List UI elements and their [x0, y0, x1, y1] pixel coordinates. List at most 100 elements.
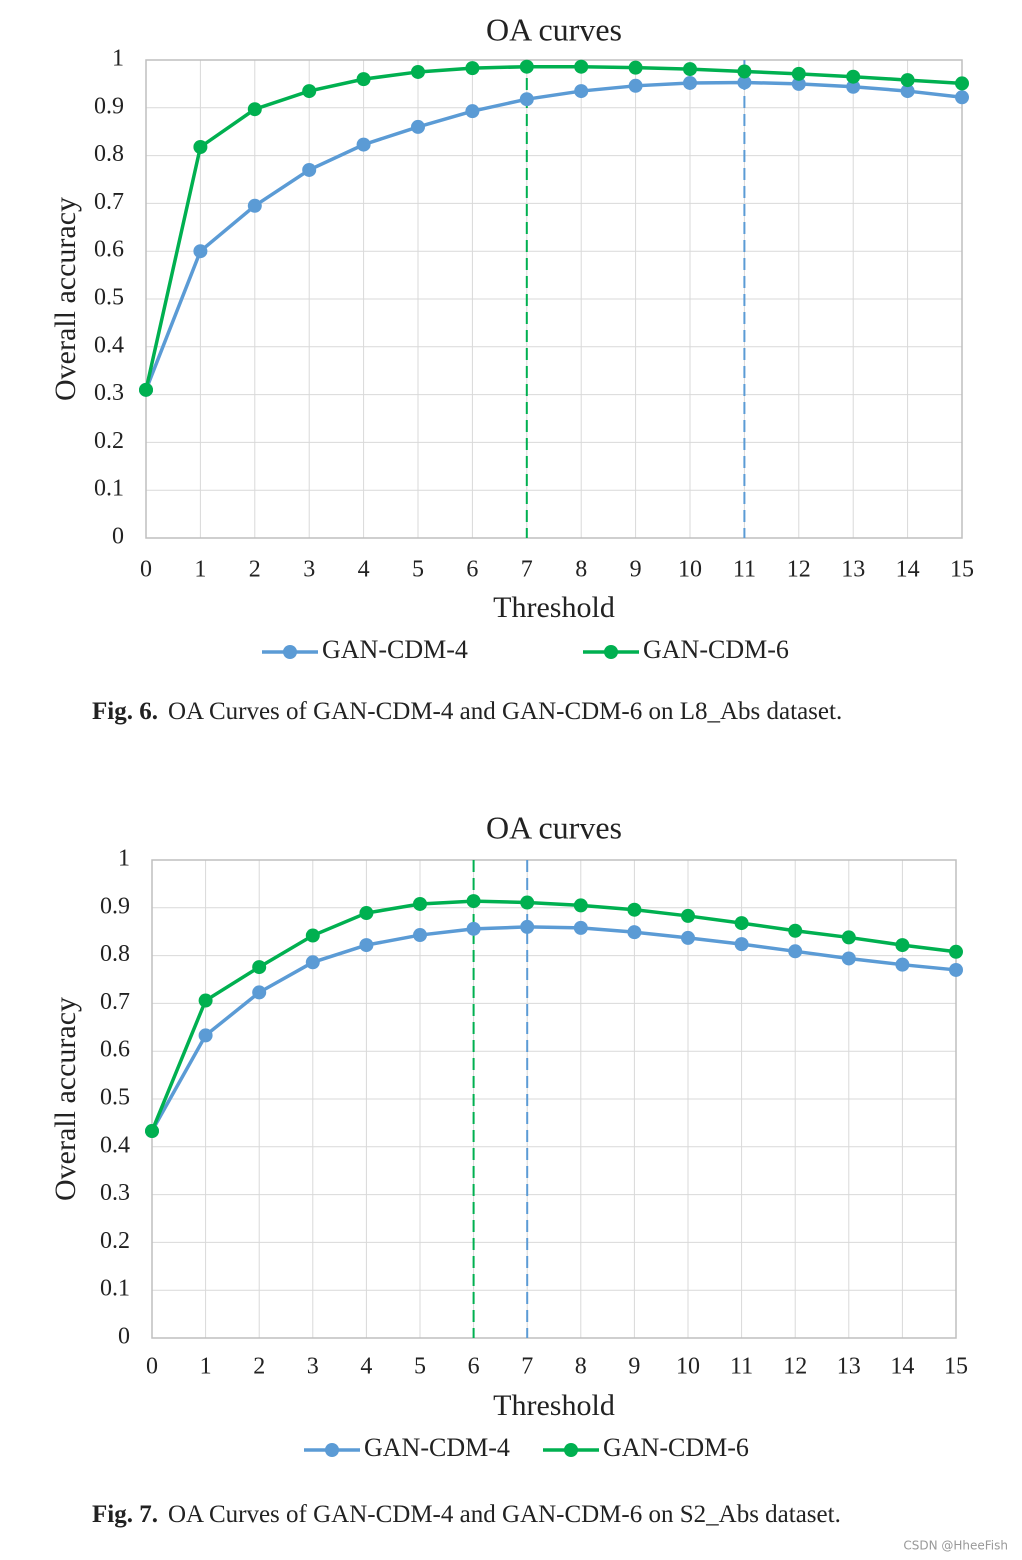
- data-point: [573, 898, 588, 913]
- data-point: [846, 69, 861, 84]
- x-tick-label: 3: [307, 1354, 319, 1380]
- data-point: [683, 62, 697, 77]
- data-point: [247, 198, 262, 213]
- data-point: [465, 104, 480, 119]
- y-tick-label: 0.1: [100, 1276, 130, 1302]
- data-point: [846, 79, 861, 94]
- x-tick-label: 9: [630, 557, 642, 583]
- x-tick-label: 5: [412, 557, 424, 583]
- y-tick-label: 0: [112, 524, 124, 550]
- data-point: [791, 76, 806, 91]
- data-point: [628, 78, 643, 93]
- figure-caption: Fig. 6. OA Curves of GAN-CDM-4 and GAN-CD…: [92, 698, 842, 725]
- figure-caption: Fig. 7. OA Curves of GAN-CDM-4 and GAN-CD…: [92, 1501, 841, 1528]
- data-point: [145, 1124, 159, 1139]
- x-tick-label: 14: [890, 1354, 914, 1380]
- y-tick-label: 0.4: [100, 1132, 130, 1158]
- y-tick-label: 0.5: [94, 285, 124, 311]
- data-point: [520, 919, 535, 934]
- y-tick-label: 0.9: [94, 93, 124, 119]
- x-tick-label: 6: [466, 557, 478, 583]
- x-tick-label: 5: [414, 1354, 426, 1380]
- data-point: [247, 102, 262, 117]
- x-tick-label: 13: [841, 557, 865, 583]
- data-point: [841, 951, 856, 966]
- y-tick-label: 1: [118, 846, 130, 872]
- x-tick-label: 12: [787, 557, 811, 583]
- x-tick-label: 4: [358, 557, 370, 583]
- y-tick-label: 0.6: [94, 237, 124, 263]
- data-point: [895, 957, 910, 972]
- data-point: [574, 84, 589, 99]
- data-point: [627, 925, 642, 940]
- y-tick-label: 0.3: [100, 1180, 130, 1206]
- chart-title: OA curves: [486, 11, 622, 47]
- plot-border: [151, 859, 957, 1339]
- data-point: [305, 955, 320, 970]
- data-point: [411, 64, 425, 79]
- x-tick-label: 10: [676, 1354, 700, 1380]
- data-point: [628, 60, 643, 75]
- x-tick-label: 14: [896, 557, 920, 583]
- data-point: [900, 73, 915, 88]
- series-line: [150, 925, 957, 1132]
- figure-label: Fig. 7.: [92, 1501, 158, 1528]
- data-point: [413, 896, 427, 911]
- x-axis-label: Threshold: [493, 591, 615, 624]
- data-point: [466, 921, 481, 936]
- legend-label: GAN-CDM-6: [603, 1433, 749, 1462]
- data-point: [193, 139, 208, 154]
- data-point: [356, 137, 371, 152]
- data-point: [359, 906, 374, 921]
- y-tick-label: 0.5: [100, 1085, 130, 1111]
- chart-title: OA curves: [486, 809, 622, 845]
- series-line: [144, 80, 963, 391]
- legend-label: GAN-CDM-4: [322, 635, 468, 664]
- y-tick-label: 0.2: [94, 428, 124, 454]
- data-point: [949, 944, 963, 959]
- y-tick-label: 0.7: [94, 189, 124, 215]
- data-point: [411, 119, 425, 134]
- x-tick-label: 15: [950, 557, 974, 583]
- y-tick-label: 0.1: [94, 476, 124, 502]
- data-point: [737, 75, 752, 90]
- data-point: [734, 916, 749, 931]
- data-point: [139, 382, 153, 397]
- x-axis-label: Threshold: [493, 1389, 615, 1422]
- y-tick-label: 0.7: [100, 989, 130, 1015]
- legend-marker: [325, 1443, 339, 1457]
- data-point: [955, 90, 969, 105]
- legend-marker: [604, 645, 618, 659]
- x-tick-label: 11: [730, 1354, 753, 1380]
- data-point: [791, 66, 806, 81]
- legend-label: GAN-CDM-4: [364, 1433, 510, 1462]
- data-point: [302, 84, 317, 99]
- x-tick-label: 1: [200, 1354, 212, 1380]
- data-point: [193, 244, 208, 259]
- y-tick-label: 0.9: [100, 893, 130, 919]
- y-tick-label: 0.8: [94, 141, 124, 167]
- data-point: [737, 64, 752, 79]
- data-point: [413, 928, 427, 943]
- figure-label: Fig. 6.: [92, 698, 158, 725]
- legend-label: GAN-CDM-6: [643, 635, 789, 664]
- data-point: [465, 61, 480, 76]
- data-point: [359, 938, 374, 953]
- data-point: [895, 938, 910, 953]
- data-point: [302, 162, 317, 177]
- x-tick-label: 4: [360, 1354, 372, 1380]
- y-tick-label: 0.3: [94, 380, 124, 406]
- data-point: [573, 920, 588, 935]
- x-tick-label: 10: [678, 557, 702, 583]
- x-tick-label: 12: [783, 1354, 807, 1380]
- x-tick-label: 7: [521, 1354, 533, 1380]
- watermark: CSDN @HheeFish: [903, 1539, 1008, 1553]
- data-point: [519, 92, 534, 107]
- data-point: [305, 928, 320, 943]
- y-tick-label: 0.2: [100, 1228, 130, 1254]
- data-point: [252, 960, 267, 975]
- caption-text: OA Curves of GAN-CDM-4 and GAN-CDM-6 on …: [168, 1501, 841, 1528]
- x-tick-label: 9: [628, 1354, 640, 1380]
- data-point: [788, 923, 803, 938]
